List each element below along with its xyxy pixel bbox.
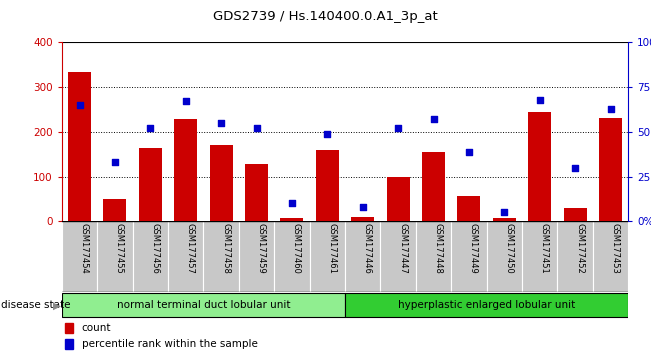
Point	[570, 165, 580, 171]
Text: GSM177446: GSM177446	[363, 223, 372, 274]
Point	[605, 106, 616, 112]
Text: GSM177455: GSM177455	[115, 223, 124, 274]
Point	[251, 125, 262, 131]
Text: percentile rank within the sample: percentile rank within the sample	[81, 339, 258, 349]
Bar	[416, 221, 451, 292]
Text: GSM177447: GSM177447	[398, 223, 407, 274]
Bar	[62, 293, 345, 317]
Bar	[274, 221, 310, 292]
Bar	[345, 293, 628, 317]
Bar	[345, 221, 380, 292]
Bar	[239, 221, 274, 292]
Point	[393, 125, 404, 131]
Text: GSM177450: GSM177450	[505, 223, 514, 274]
Text: GSM177453: GSM177453	[611, 223, 620, 274]
Point	[499, 210, 510, 215]
Point	[180, 99, 191, 104]
Text: GSM177460: GSM177460	[292, 223, 301, 274]
Bar	[451, 221, 487, 292]
Point	[145, 125, 156, 131]
Point	[216, 120, 227, 126]
Bar	[422, 152, 445, 221]
Bar	[104, 199, 126, 221]
Point	[534, 97, 545, 103]
Bar	[380, 221, 416, 292]
Bar	[593, 221, 628, 292]
Point	[357, 204, 368, 210]
Bar	[310, 221, 345, 292]
Bar	[68, 72, 91, 221]
Point	[74, 102, 85, 108]
Bar	[564, 208, 587, 221]
Point	[428, 116, 439, 122]
Point	[110, 159, 120, 165]
Bar	[62, 221, 97, 292]
Text: GSM177448: GSM177448	[434, 223, 443, 274]
Text: ▶: ▶	[53, 300, 61, 310]
Text: GSM177458: GSM177458	[221, 223, 230, 274]
Bar	[174, 119, 197, 221]
Bar	[599, 119, 622, 221]
Bar	[210, 145, 232, 221]
Bar	[487, 221, 522, 292]
Bar	[528, 112, 551, 221]
Bar	[97, 221, 133, 292]
Bar	[458, 196, 480, 221]
Bar	[203, 221, 239, 292]
Text: GSM177456: GSM177456	[150, 223, 159, 274]
Text: GSM177451: GSM177451	[540, 223, 549, 274]
Bar	[522, 221, 557, 292]
Text: count: count	[81, 323, 111, 333]
Text: GSM177452: GSM177452	[575, 223, 584, 274]
Bar	[64, 339, 73, 349]
Point	[464, 149, 474, 154]
Bar	[352, 217, 374, 221]
Bar	[168, 221, 203, 292]
Text: GDS2739 / Hs.140400.0.A1_3p_at: GDS2739 / Hs.140400.0.A1_3p_at	[213, 10, 438, 23]
Text: GSM177461: GSM177461	[327, 223, 337, 274]
Bar	[387, 177, 409, 221]
Bar	[139, 148, 162, 221]
Text: disease state: disease state	[1, 300, 71, 310]
Text: hyperplastic enlarged lobular unit: hyperplastic enlarged lobular unit	[398, 300, 575, 310]
Text: GSM177449: GSM177449	[469, 223, 478, 274]
Text: GSM177459: GSM177459	[256, 223, 266, 274]
Bar	[316, 150, 339, 221]
Point	[286, 200, 297, 206]
Text: normal terminal duct lobular unit: normal terminal duct lobular unit	[117, 300, 290, 310]
Bar	[557, 221, 593, 292]
Bar	[245, 164, 268, 221]
Text: GSM177457: GSM177457	[186, 223, 195, 274]
Bar	[281, 218, 303, 221]
Text: GSM177454: GSM177454	[79, 223, 89, 274]
Bar	[64, 323, 73, 333]
Point	[322, 131, 333, 137]
Bar	[493, 218, 516, 221]
Bar	[133, 221, 168, 292]
